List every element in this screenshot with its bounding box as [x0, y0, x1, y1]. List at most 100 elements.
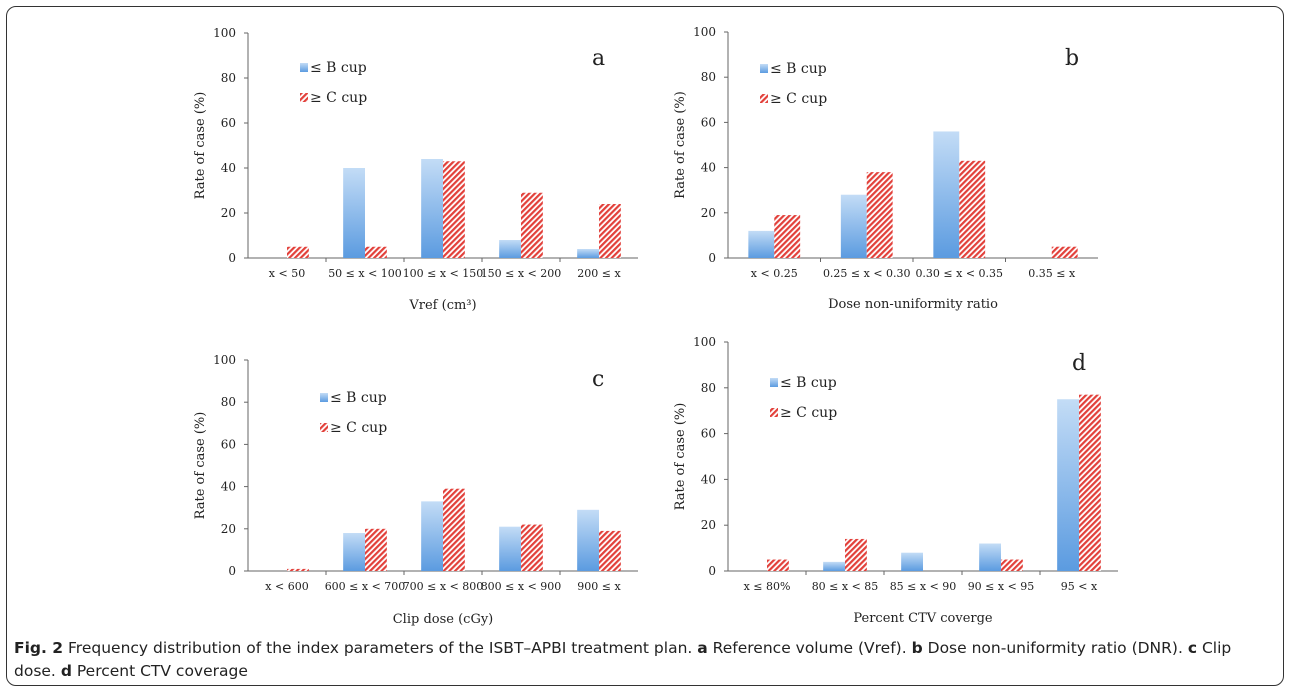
chart-c-panel-letter: c: [592, 367, 604, 392]
chart-b-ytick-label-1: 20: [701, 206, 716, 220]
chart-b-bar-ge_c-2: [959, 160, 986, 258]
caption-c-text: Clip dose.: [14, 639, 1232, 680]
chart-c-legend-label-le_b: ≤ B cup: [330, 390, 387, 406]
chart-d-ytick-label-5: 100: [693, 335, 716, 349]
chart-b-x-axis-title: Dose non-uniformity ratio: [828, 297, 998, 312]
chart-c-category-label-2: 700 ≤ x < 800: [403, 580, 484, 593]
chart-b-category-label-1: 0.25 ≤ x < 0.30: [823, 267, 911, 280]
chart-a-bar-le_b-4: [577, 249, 599, 258]
caption-a-text: Reference volume (Vref).: [712, 639, 907, 657]
chart-b-bar-le_b-1: [840, 194, 867, 258]
caption-d-label: d: [60, 662, 72, 680]
chart-d-bar-le_b-3: [979, 543, 1001, 571]
chart-panel-b: 0 20 40 60 80 100 x < 0.25 0.25 ≤ x < 0.30 0.30 …: [673, 18, 1120, 318]
chart-a-bar-le_b-1: [343, 168, 365, 258]
chart-c-legend-swatch-ge_c: [320, 423, 328, 432]
chart-c-bar-ge_c-3: [521, 524, 543, 571]
chart-d-bar-ge_c-1: [845, 538, 867, 571]
chart-c-category-label-0: x < 600: [265, 580, 308, 593]
chart-panel-a: 0 20 40 60 80 100 x < 50 50 ≤ x < 100 100 ≤ x < …: [190, 22, 650, 322]
chart-panel-c: 0 20 40 60 80 100 x < 600 600 ≤ x < 700 700 ≤ x …: [190, 348, 650, 640]
chart-a-bar-ge_c-1: [365, 246, 387, 258]
chart-b-bar-le_b-2: [933, 131, 960, 258]
chart-a-panel-letter: a: [592, 46, 605, 71]
chart-c-ytick-label-5: 100: [213, 353, 236, 367]
caption-text: Frequency distribution of the index para…: [68, 639, 693, 657]
chart-a-ytick-label-2: 40: [221, 161, 236, 175]
chart-c-ytick-label-2: 40: [221, 480, 236, 494]
chart-c-ytick-label-0: 0: [228, 564, 236, 578]
chart-a-category-label-0: x < 50: [269, 267, 305, 280]
chart-c-bar-le_b-1: [343, 533, 365, 571]
chart-a-category-label-2: 100 ≤ x < 150: [403, 267, 484, 280]
caption-a-label: a: [697, 639, 708, 657]
chart-d-category-label-3: 90 ≤ x < 95: [968, 580, 1035, 593]
chart-a-legend-swatch-ge_c: [300, 93, 308, 102]
chart-a-legend-label-le_b: ≤ B cup: [310, 60, 367, 76]
chart-c-y-axis-title: Rate of case (%): [193, 412, 208, 520]
chart-b-category-label-3: 0.35 ≤ x: [1028, 267, 1076, 280]
chart-b-ytick-label-4: 80: [701, 70, 716, 84]
chart-panel-d: 0 20 40 60 80 100 x ≤ 80% 80 ≤ x < 85 85 ≤ x < 9…: [673, 330, 1140, 635]
chart-d-bar-le_b-4: [1057, 399, 1079, 571]
chart-d-category-label-1: 80 ≤ x < 85: [812, 580, 879, 593]
chart-a-category-label-1: 50 ≤ x < 100: [328, 267, 402, 280]
chart-a-legend-swatch-le_b: [300, 63, 308, 72]
chart-d-panel-letter: d: [1072, 351, 1086, 376]
chart-a-ytick-label-5: 100: [213, 26, 236, 40]
figure-caption: Fig. 2 Frequency distribution of the ind…: [14, 637, 1274, 683]
chart-a-legend-label-ge_c: ≥ C cup: [310, 90, 367, 106]
chart-c-ytick-label-4: 80: [221, 395, 236, 409]
chart-a-y-axis-title: Rate of case (%): [193, 92, 208, 200]
chart-a-bar-ge_c-3: [521, 192, 543, 258]
chart-b-category-label-2: 0.30 ≤ x < 0.35: [915, 267, 1003, 280]
chart-b-category-label-0: x < 0.25: [751, 267, 798, 280]
chart-a-ytick-label-1: 20: [221, 206, 236, 220]
chart-c-category-label-4: 900 ≤ x: [577, 580, 621, 593]
chart-d-bar-le_b-2: [901, 552, 923, 571]
chart-a-bar-ge_c-2: [443, 161, 465, 258]
chart-c-category-label-1: 600 ≤ x < 700: [325, 580, 406, 593]
chart-c-bar-ge_c-0: [287, 568, 309, 571]
chart-b-legend-label-ge_c: ≥ C cup: [770, 91, 827, 107]
caption-b-text: Dose non-uniformity ratio (DNR).: [927, 639, 1183, 657]
chart-d-x-axis-title: Percent CTV coverge: [853, 611, 993, 626]
caption-b-label: b: [911, 639, 923, 657]
chart-a-ytick-label-4: 80: [221, 71, 236, 85]
chart-b-bar-ge_c-0: [774, 215, 801, 258]
caption-fig-label: Fig. 2: [14, 639, 64, 657]
chart-d-ytick-label-3: 60: [701, 427, 716, 441]
chart-d-ytick-label-0: 0: [708, 564, 716, 578]
chart-a-bar-le_b-3: [499, 240, 521, 258]
chart-b-bar-ge_c-1: [866, 172, 893, 258]
chart-b-legend-swatch-ge_c: [760, 94, 768, 103]
chart-a-category-label-4: 200 ≤ x: [577, 267, 621, 280]
chart-d-legend-swatch-le_b: [770, 378, 778, 387]
chart-b-legend-label-le_b: ≤ B cup: [770, 61, 827, 77]
chart-b-ytick-label-2: 40: [701, 161, 716, 175]
chart-b-ytick-label-0: 0: [708, 251, 716, 265]
chart-b-ytick-label-3: 60: [701, 115, 716, 129]
chart-a-bar-ge_c-4: [599, 204, 621, 258]
chart-d-bar-ge_c-4: [1079, 394, 1101, 571]
chart-c-bar-ge_c-1: [365, 528, 387, 571]
chart-c-legend-swatch-le_b: [320, 393, 328, 402]
chart-d-bar-le_b-1: [823, 561, 845, 571]
chart-a-ytick-label-3: 60: [221, 116, 236, 130]
chart-d-category-label-0: x ≤ 80%: [744, 580, 791, 593]
chart-d-ytick-label-1: 20: [701, 518, 716, 532]
chart-d-legend-swatch-ge_c: [770, 408, 778, 417]
chart-a-bar-le_b-2: [421, 159, 443, 258]
chart-d-category-label-4: 95 < x: [1061, 580, 1098, 593]
chart-d-legend-label-le_b: ≤ B cup: [780, 375, 837, 391]
chart-b-bar-ge_c-3: [1051, 246, 1078, 258]
chart-b-ytick-label-5: 100: [693, 25, 716, 39]
chart-c-ytick-label-1: 20: [221, 522, 236, 536]
chart-c-bar-ge_c-2: [443, 488, 465, 571]
chart-d-bar-ge_c-3: [1001, 559, 1023, 571]
chart-b-panel-letter: b: [1065, 46, 1079, 71]
chart-d-bar-ge_c-0: [767, 559, 789, 571]
chart-b-svg: 0 20 40 60 80 100 x < 0.25 0.25 ≤ x < 0.30 0.30 …: [673, 25, 1098, 312]
chart-b-legend-swatch-le_b: [760, 64, 768, 73]
